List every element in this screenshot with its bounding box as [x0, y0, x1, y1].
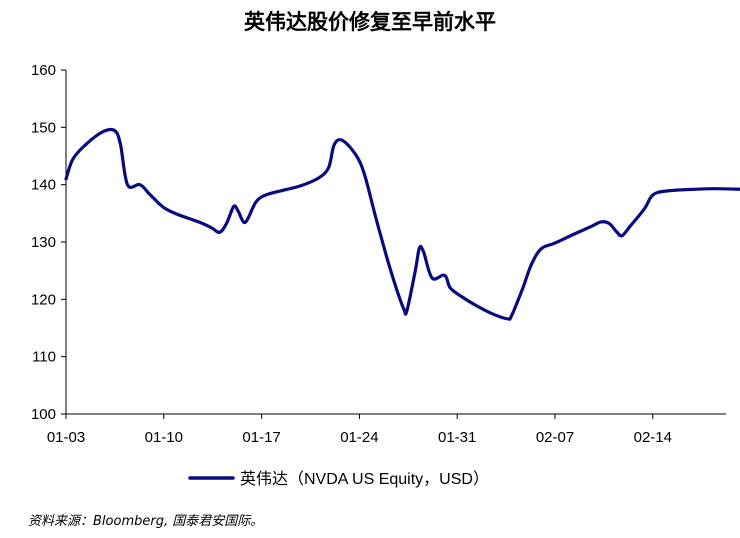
y-tick-label: 100 — [31, 406, 56, 423]
y-axis-ticks: 100 110 120 130 140 150 160 — [31, 62, 66, 423]
legend-label: 英伟达（NVDA US Equity，USD） — [240, 470, 489, 488]
series-line-nvda — [64, 127, 740, 321]
legend: 英伟达（NVDA US Equity，USD） — [188, 470, 489, 488]
y-tick-label: 110 — [32, 349, 56, 366]
x-tick-label: 01-31 — [438, 429, 476, 446]
y-tick-label: 140 — [31, 177, 56, 194]
axes — [65, 70, 726, 415]
x-tick-label: 01-17 — [242, 429, 280, 446]
chart-title: 英伟达股价修复至早前水平 — [244, 9, 496, 34]
x-tick-label: 02-14 — [634, 429, 672, 446]
x-tick-label: 02-07 — [536, 429, 574, 446]
x-axis-ticks: 01-03 01-10 01-17 01-24 01-31 02-07 02-14 — [47, 414, 672, 446]
y-tick-label: 130 — [31, 234, 56, 251]
x-tick-label: 01-24 — [340, 429, 378, 446]
y-tick-label: 150 — [31, 119, 56, 136]
x-tick-label: 01-03 — [47, 429, 85, 446]
y-tick-label: 120 — [31, 291, 56, 308]
y-tick-label: 160 — [31, 62, 56, 79]
x-tick-label: 01-10 — [145, 429, 183, 446]
series-layer — [64, 127, 740, 321]
source-note: 资料来源：Bloomberg, 国泰君安国际。 — [28, 514, 264, 529]
